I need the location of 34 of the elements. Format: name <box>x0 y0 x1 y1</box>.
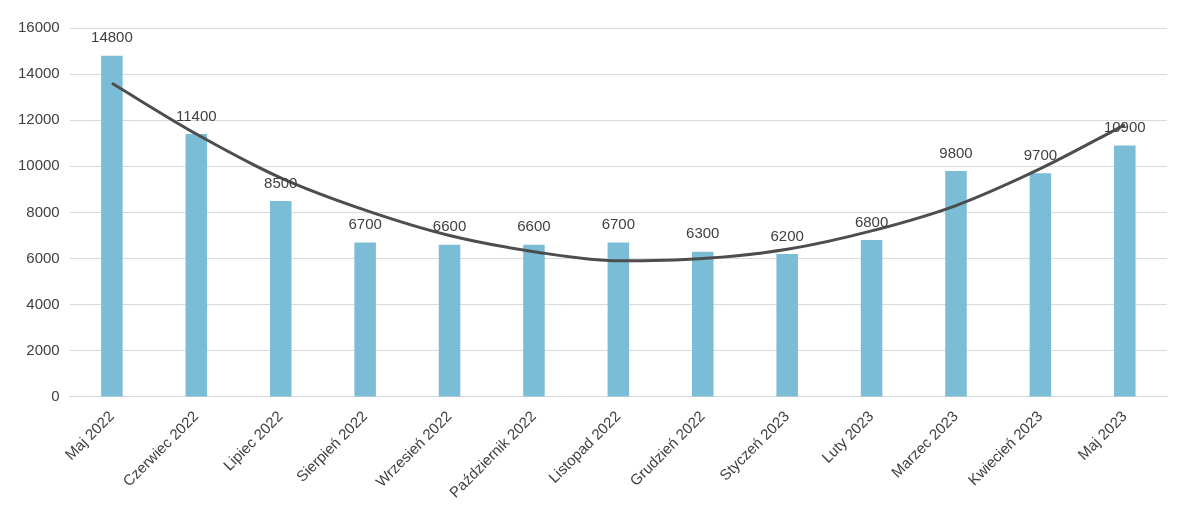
data-label: 6200 <box>770 226 804 244</box>
data-label: 6800 <box>854 212 889 230</box>
data-label: 8500 <box>264 173 298 191</box>
bar <box>607 242 630 397</box>
bar <box>692 251 714 397</box>
y-tick-label: 16000 <box>17 18 60 36</box>
data-label: 6600 <box>517 217 551 235</box>
bar <box>185 134 208 397</box>
y-tick-label: 8000 <box>26 202 60 220</box>
bar <box>776 253 798 397</box>
y-tick-label: 12000 <box>17 110 60 128</box>
bar <box>101 55 123 397</box>
y-tick-label: 14000 <box>17 64 60 82</box>
data-label: 6300 <box>686 224 720 242</box>
data-label: 6600 <box>432 217 467 235</box>
y-tick-label: 4000 <box>26 294 60 312</box>
bar <box>269 200 292 397</box>
y-tick-label: 10000 <box>17 156 60 174</box>
y-tick-label: 6000 <box>26 248 60 266</box>
bar <box>860 240 883 397</box>
data-label: 6700 <box>348 215 382 233</box>
bar <box>438 244 461 397</box>
bar <box>1114 145 1136 397</box>
data-label: 9700 <box>1023 145 1058 163</box>
data-label: 11400 <box>176 106 217 124</box>
data-label: 14800 <box>91 28 133 46</box>
data-label: 6700 <box>601 215 636 233</box>
bar <box>945 170 967 397</box>
y-tick-label: 2000 <box>26 340 60 358</box>
data-label: 9800 <box>939 143 973 161</box>
bar <box>354 242 376 397</box>
bar <box>1029 173 1052 397</box>
bar <box>523 244 545 397</box>
y-tick-label: 0 <box>51 387 60 405</box>
